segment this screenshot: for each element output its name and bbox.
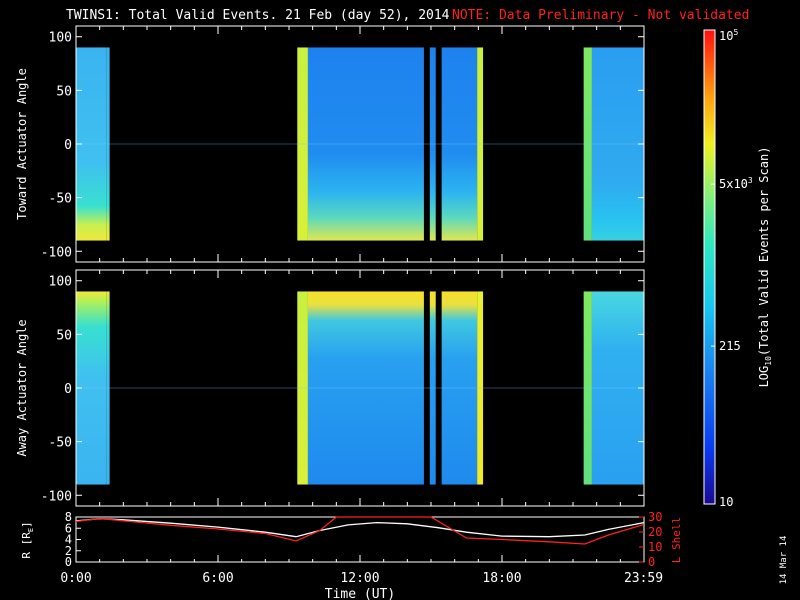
away-segment [106,291,110,485]
toward-segment [583,47,592,241]
plot-title: TWINS1: Total Valid Events. 21 Feb (day … [66,8,450,23]
x-tick-label: 0:00 [60,571,91,586]
toward-segment [307,47,424,241]
colorbar-tick-label: 10 [719,495,733,509]
toward-y-axis: 100 50 0 -50 -100 [41,26,645,262]
x-axis-title: Time (UT) [325,587,395,600]
colorbar-tick-label: 5x103 [719,176,753,191]
x-tick-label: 12:00 [340,571,379,586]
preliminary-note: NOTE: Data Preliminary - Not validated [452,8,749,23]
toward-heatmap [76,47,644,241]
colorbar-label: LOG10(Total Valid Events per Scan) [757,147,773,388]
lshell-tick-label: 20 [648,525,662,539]
r-tick-label: 0 [65,555,72,569]
y-tick-label: 100 [49,31,72,46]
y-tick-label: -100 [41,245,72,260]
toward-segment [297,47,308,241]
y-tick-label: -50 [49,436,72,451]
lshell-tick-label: 0 [648,555,655,569]
toward-segment [441,47,478,241]
lshell-tick-label: 10 [648,540,662,554]
y-tick-label: 0 [64,138,72,153]
toward-segment [477,47,484,241]
x-tick-label: 23:59 [624,571,663,586]
y-tick-label: 50 [56,84,72,99]
toward-segment [429,47,436,241]
x-tick-label: 18:00 [482,571,521,586]
lshell-tick-label: 30 [648,510,662,524]
orbit-lines [75,516,644,545]
away-y-axis: 100 50 0 -50 -100 [41,270,645,506]
away-segment [591,291,644,485]
colorbar [703,29,716,505]
y-tick-label: 0 [64,382,72,397]
r-tick-label: 8 [65,510,72,524]
orbit-lshell-label: L Shell [670,517,683,563]
away-segment [297,291,308,485]
toward-segment [106,47,110,241]
y-tick-label: 100 [49,275,72,290]
y-tick-label: 50 [56,328,72,343]
x-axis-labels: 0:00 6:00 12:00 18:00 23:59 [60,571,663,586]
orbit-r-label: R [RE] [20,521,35,558]
colorbar-tick-label: 215 [719,339,741,353]
date-stamp: 14 Mar 14 [779,536,789,585]
x-tick-label: 6:00 [202,571,233,586]
toward-ylabel: Toward Actuator Angle [15,68,29,220]
r-series-line [75,518,644,538]
away-segment [307,291,424,485]
away-segment [583,291,592,485]
r-tick-label: 2 [65,544,72,558]
away-segment [441,291,478,485]
away-ylabel: Away Actuator Angle [15,319,29,456]
away-heatmap [76,291,644,485]
r-tick-label: 4 [65,533,72,547]
colorbar-tick-label: 105 [719,28,738,43]
away-segment [477,291,484,485]
y-tick-label: -100 [41,489,72,504]
r-tick-label: 6 [65,521,72,535]
away-segment [429,291,436,485]
lshell-series-line [75,516,644,545]
y-tick-label: -50 [49,192,72,207]
toward-segment [591,47,644,241]
colorbar-ticks: 10 215 5x103 105 [711,28,753,509]
